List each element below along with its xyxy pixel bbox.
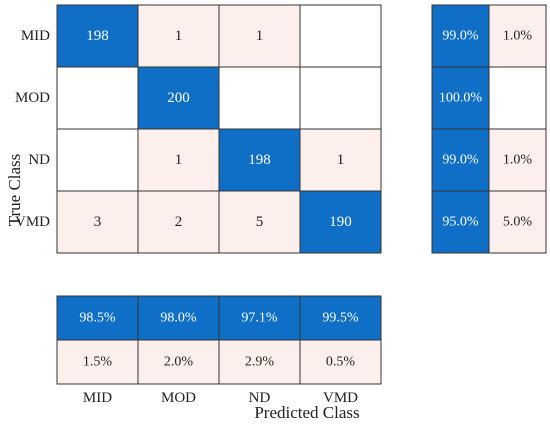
predicted-class-tick-label: MID xyxy=(83,390,112,406)
row-summary-cell xyxy=(431,66,490,130)
row-summary-value: 5.0% xyxy=(503,215,533,230)
matrix-cell-value: 3 xyxy=(94,214,102,230)
row-summary: 99.0% 1.0% 100.0% 99.0% 1.0% 95.0% 5.0% xyxy=(431,4,547,254)
column-summary-cell xyxy=(218,295,301,341)
x-axis-label: Predicted Class xyxy=(254,403,359,422)
matrix-cell xyxy=(218,128,301,192)
matrix-cell-value: 1 xyxy=(175,152,183,168)
row-summary-cell xyxy=(431,190,490,254)
column-summary: 98.5% 98.0% 97.1% 99.5% 1.5% 2.0% 2.9% 0.5% xyxy=(56,295,382,385)
column-summary-cell xyxy=(137,295,220,341)
matrix-cell xyxy=(218,190,301,254)
matrix-cell-value: 1 xyxy=(256,28,264,44)
row-summary-value: 1.0% xyxy=(503,153,533,168)
main-matrix: 198 1 1 200 1 198 1 3 2 5 190 xyxy=(56,4,382,254)
column-summary-value: 1.5% xyxy=(83,355,113,370)
true-class-tick-label: MID xyxy=(21,28,50,44)
true-class-tick-label: VMD xyxy=(15,214,50,230)
matrix-cell-value: 1 xyxy=(175,28,183,44)
matrix-cell xyxy=(137,4,220,68)
matrix-cell xyxy=(218,4,301,68)
matrix-cell xyxy=(299,4,382,68)
row-summary-cell xyxy=(488,190,547,254)
row-summary-value: 1.0% xyxy=(503,29,533,44)
column-summary-value: 2.0% xyxy=(164,355,194,370)
column-summary-value: 97.1% xyxy=(241,311,278,326)
matrix-cell-value: 200 xyxy=(167,90,190,106)
y-axis-label: True Class xyxy=(5,154,24,227)
true-class-tick-label: MOD xyxy=(15,90,50,106)
true-class-tick-label: ND xyxy=(28,152,50,168)
row-summary-value: 99.0% xyxy=(442,153,479,168)
column-summary-cell xyxy=(56,339,139,385)
predicted-class-tick-labels: MID MOD ND VMD xyxy=(83,390,358,406)
matrix-cell xyxy=(137,190,220,254)
matrix-cell-value: 190 xyxy=(329,214,352,230)
column-summary-value: 98.5% xyxy=(79,311,116,326)
matrix-cell xyxy=(56,66,139,130)
matrix-cell-value: 2 xyxy=(175,214,183,230)
matrix-cell-value: 1 xyxy=(337,152,345,168)
matrix-cell xyxy=(299,190,382,254)
predicted-class-tick-label: MOD xyxy=(161,390,196,406)
column-summary-value: 99.5% xyxy=(322,311,359,326)
row-summary-value: 95.0% xyxy=(442,215,479,230)
matrix-cell xyxy=(218,66,301,130)
row-summary-cell xyxy=(431,4,490,68)
row-summary-cell xyxy=(488,128,547,192)
row-summary-value: 99.0% xyxy=(442,29,479,44)
matrix-cell xyxy=(56,128,139,192)
matrix-cell-value: 198 xyxy=(86,28,109,44)
matrix-cell xyxy=(137,66,220,130)
matrix-cell-value: 5 xyxy=(256,214,264,230)
matrix-cell xyxy=(299,66,382,130)
matrix-cell xyxy=(56,190,139,254)
column-summary-value: 0.5% xyxy=(326,355,356,370)
matrix-cell xyxy=(56,4,139,68)
predicted-class-tick-label: ND xyxy=(249,390,271,406)
true-class-tick-labels: MID MOD ND VMD xyxy=(15,28,50,230)
column-summary-cell xyxy=(299,339,382,385)
column-summary-cell xyxy=(218,339,301,385)
column-summary-cell xyxy=(299,295,382,341)
row-summary-cell xyxy=(488,66,547,130)
matrix-cell-value: 198 xyxy=(248,152,271,168)
column-summary-cell xyxy=(56,295,139,341)
column-summary-value: 2.9% xyxy=(245,355,275,370)
column-summary-value: 98.0% xyxy=(160,311,197,326)
row-summary-value: 100.0% xyxy=(439,91,483,106)
predicted-class-tick-label: VMD xyxy=(323,390,358,406)
